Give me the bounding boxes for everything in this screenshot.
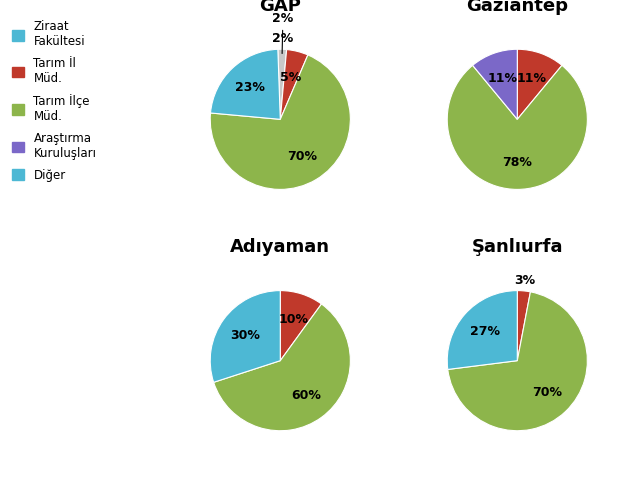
Title: Gaziantep: Gaziantep [467,0,568,15]
Title: GAP: GAP [260,0,301,15]
Text: 10%: 10% [279,313,309,326]
Text: 2%: 2% [272,12,294,53]
Wedge shape [517,49,562,120]
Wedge shape [210,55,350,190]
Text: 5%: 5% [280,71,301,84]
Wedge shape [473,49,517,120]
Text: 30%: 30% [230,329,260,342]
Title: Adıyaman: Adıyaman [230,238,330,256]
Text: 78%: 78% [503,156,532,169]
Text: 23%: 23% [235,81,265,94]
Wedge shape [280,49,308,120]
Title: Şanlıurfa: Şanlıurfa [472,238,563,256]
Text: 60%: 60% [291,389,321,402]
Wedge shape [448,65,587,190]
Wedge shape [448,290,517,370]
Wedge shape [517,290,530,360]
Wedge shape [278,49,287,120]
Legend: Ziraat
Fakültesi, Tarım İl
Müd., Tarım İlçe
Müd., Araştırma
Kuruluşları, Diğer: Ziraat Fakültesi, Tarım İl Müd., Tarım İ… [12,20,96,182]
Wedge shape [210,290,280,383]
Wedge shape [211,49,280,120]
Text: 3%: 3% [515,274,536,287]
Text: 11%: 11% [517,72,547,85]
Text: 70%: 70% [532,386,562,399]
Text: 11%: 11% [487,72,518,85]
Wedge shape [280,290,322,360]
Text: 27%: 27% [470,325,499,338]
Wedge shape [214,304,350,431]
Wedge shape [448,292,587,431]
Text: 2%: 2% [272,32,293,45]
Text: 70%: 70% [287,150,318,163]
